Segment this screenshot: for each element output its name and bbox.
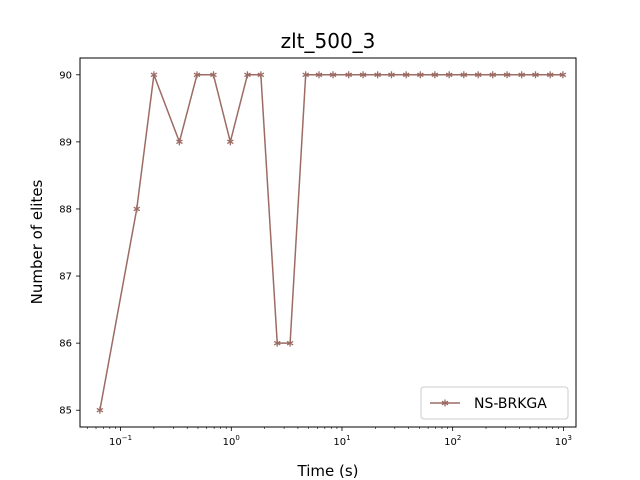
marker-stroke bbox=[96, 407, 104, 413]
marker-stroke bbox=[559, 72, 567, 78]
x-tick-label: 100 bbox=[223, 434, 240, 448]
y-tick-label: 88 bbox=[59, 204, 72, 215]
y-axis: 85 86 87 88 89 90 bbox=[59, 70, 80, 417]
marker-stroke bbox=[445, 72, 453, 78]
marker-stroke bbox=[302, 72, 310, 78]
marker-stroke bbox=[431, 72, 439, 78]
marker-stroke bbox=[315, 72, 323, 78]
marker-stroke bbox=[273, 340, 281, 346]
x-axis-label: Time (s) bbox=[297, 462, 359, 480]
marker-stroke bbox=[345, 72, 353, 78]
plot-area bbox=[96, 71, 567, 414]
data-point bbox=[532, 71, 539, 79]
data-point bbox=[460, 71, 468, 79]
data-point bbox=[518, 71, 526, 79]
data-point bbox=[431, 71, 439, 79]
marker-stroke bbox=[402, 72, 410, 78]
y-tick-label: 90 bbox=[59, 70, 72, 81]
y-tick-label: 86 bbox=[59, 339, 72, 350]
data-point bbox=[315, 71, 323, 79]
data-point bbox=[273, 339, 281, 347]
chart-title: zlt_500_3 bbox=[281, 29, 376, 53]
marker-stroke bbox=[226, 139, 234, 145]
marker-stroke bbox=[257, 72, 265, 78]
y-tick-label: 87 bbox=[59, 272, 72, 283]
data-point bbox=[445, 71, 453, 79]
marker-stroke bbox=[329, 72, 337, 78]
marker-stroke bbox=[359, 72, 367, 78]
data-point bbox=[503, 71, 511, 79]
data-point bbox=[96, 406, 104, 414]
data-point bbox=[359, 71, 367, 79]
data-point bbox=[489, 71, 497, 79]
marker-stroke bbox=[150, 72, 158, 78]
marker-stroke bbox=[474, 72, 482, 78]
marker-stroke bbox=[133, 206, 141, 212]
data-point bbox=[210, 71, 217, 79]
y-tick-label: 89 bbox=[59, 137, 72, 148]
data-point bbox=[150, 71, 158, 79]
data-point bbox=[193, 71, 201, 79]
legend-marker-sample bbox=[441, 399, 449, 407]
data-point bbox=[416, 71, 424, 79]
marker-stroke bbox=[460, 72, 468, 78]
data-point bbox=[176, 138, 183, 146]
marker-stroke bbox=[546, 72, 554, 78]
marker-stroke bbox=[518, 72, 526, 78]
data-point bbox=[302, 71, 310, 79]
data-point bbox=[286, 339, 294, 347]
data-point bbox=[474, 71, 482, 79]
x-tick-label: 103 bbox=[555, 434, 572, 448]
marker-stroke bbox=[286, 340, 294, 346]
data-point bbox=[388, 71, 395, 79]
data-point bbox=[244, 71, 251, 79]
marker-stroke bbox=[176, 139, 183, 145]
x-tick-label: 10−1 bbox=[109, 434, 132, 448]
x-tick-label: 102 bbox=[444, 434, 461, 448]
legend-box bbox=[420, 386, 569, 420]
data-point bbox=[329, 71, 337, 79]
series-line bbox=[99, 74, 563, 411]
legend-label: NS-BRKGA bbox=[474, 396, 547, 412]
marker-stroke bbox=[374, 72, 382, 78]
y-tick-label: 85 bbox=[59, 406, 72, 417]
marker-stroke bbox=[441, 400, 449, 406]
data-point bbox=[546, 71, 554, 79]
legend-marker bbox=[441, 399, 449, 407]
x-tick-label: 101 bbox=[333, 434, 350, 448]
data-point bbox=[402, 71, 410, 79]
marker-stroke bbox=[193, 72, 201, 78]
data-point bbox=[257, 71, 265, 79]
marker-stroke bbox=[210, 72, 217, 78]
y-axis-label: Number of elites bbox=[28, 179, 46, 304]
data-point bbox=[226, 138, 234, 146]
marker-stroke bbox=[503, 72, 511, 78]
legend: NS-BRKGA bbox=[420, 386, 569, 420]
marker-stroke bbox=[244, 72, 251, 78]
marker-stroke bbox=[416, 72, 424, 78]
marker-stroke bbox=[532, 72, 539, 78]
marker-stroke bbox=[388, 72, 395, 78]
marker-stroke bbox=[489, 72, 497, 78]
data-point bbox=[559, 71, 567, 79]
x-axis: 10−1 100 101 102 103 bbox=[86, 427, 572, 448]
axes-frame bbox=[79, 57, 577, 428]
data-point bbox=[374, 71, 382, 79]
data-point bbox=[345, 71, 353, 79]
data-point bbox=[133, 205, 141, 213]
